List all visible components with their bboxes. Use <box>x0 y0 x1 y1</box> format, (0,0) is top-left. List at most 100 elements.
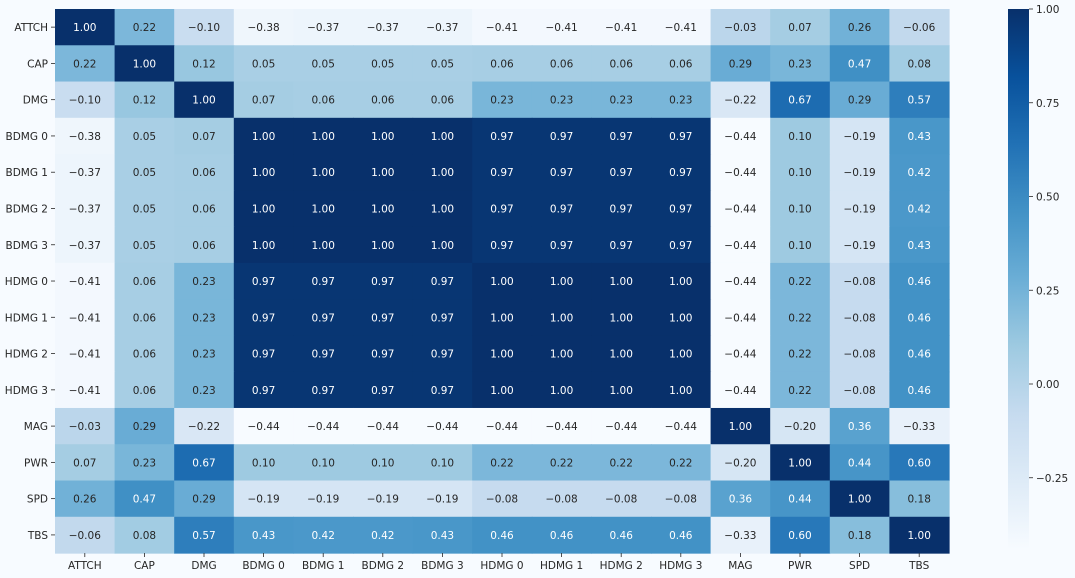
heatmap-cell <box>710 81 771 119</box>
heatmap-cell <box>114 407 175 445</box>
cell-value-label: 0.44 <box>848 457 872 469</box>
cell-value-label: 1.00 <box>133 58 156 70</box>
heatmap-cell <box>472 480 533 518</box>
heatmap-cell <box>55 335 116 373</box>
cell-value-label: 0.43 <box>908 131 931 143</box>
heatmap-cell <box>829 81 890 119</box>
cell-value-label: −0.19 <box>844 131 876 143</box>
heatmap-cell <box>114 335 175 373</box>
heatmap-cell <box>889 407 950 445</box>
cell-value-label: 0.23 <box>550 95 573 107</box>
heatmap-cell <box>472 407 533 445</box>
heatmap-cell <box>531 81 592 119</box>
cell-value-label: 0.97 <box>610 240 633 252</box>
cell-value-label: 0.97 <box>431 385 454 397</box>
heatmap-cell <box>114 299 175 337</box>
heatmap-cell <box>233 45 294 83</box>
cell-value-label: 0.06 <box>312 95 336 107</box>
y-tick-label: BDMG 1 <box>5 167 48 179</box>
cell-value-label: −0.37 <box>307 22 339 34</box>
heatmap-cell <box>353 226 414 264</box>
cell-value-label: 0.23 <box>490 95 513 107</box>
heatmap-cell <box>710 226 771 264</box>
cell-value-label: −0.44 <box>724 312 756 324</box>
heatmap-cell <box>174 226 235 264</box>
heatmap-cell <box>531 516 592 554</box>
heatmap-cell <box>651 407 712 445</box>
x-tick-label: HDMG 0 <box>480 560 523 572</box>
heatmap-cell <box>710 154 771 191</box>
heatmap-cell <box>233 226 294 264</box>
heatmap-cell <box>293 516 354 554</box>
cell-value-label: −0.41 <box>69 385 101 397</box>
cell-value-label: 0.22 <box>550 457 573 469</box>
cell-value-label: 1.00 <box>371 131 394 143</box>
cell-value-label: 0.46 <box>908 276 932 288</box>
heatmap-cell <box>353 480 414 518</box>
heatmap-cell <box>293 117 354 155</box>
cell-value-label: 1.00 <box>252 167 275 179</box>
heatmap-cell <box>531 190 592 228</box>
heatmap-cell <box>412 190 473 228</box>
cell-value-label: −0.44 <box>426 421 458 433</box>
cell-value-label: −0.06 <box>903 22 935 34</box>
heatmap-cell <box>770 117 831 155</box>
heatmap-cell <box>710 335 771 373</box>
cell-value-label: −0.19 <box>844 167 876 179</box>
heatmap-cell <box>889 516 950 554</box>
colorbar-tick-label: 0.00 <box>1036 379 1059 391</box>
cell-value-label: 1.00 <box>192 95 215 107</box>
x-tick-label: BDMG 1 <box>302 560 345 572</box>
cell-value-label: 0.46 <box>550 530 574 542</box>
cell-value-label: 1.00 <box>252 240 275 252</box>
cell-value-label: 1.00 <box>550 312 573 324</box>
heatmap-cell <box>531 226 592 264</box>
cell-value-label: 1.00 <box>371 203 394 215</box>
cell-value-label: −0.37 <box>69 203 101 215</box>
heatmap-cell <box>233 299 294 337</box>
cell-value-label: 0.23 <box>192 385 215 397</box>
heatmap-cell <box>591 226 652 264</box>
cell-value-label: 0.97 <box>312 312 335 324</box>
heatmap-cell <box>114 262 175 300</box>
heatmap-cell <box>233 371 294 409</box>
heatmap-cell <box>353 516 414 554</box>
x-tick-label: MAG <box>728 560 752 572</box>
heatmap-cell <box>412 371 473 409</box>
x-tick-label: SPD <box>849 560 870 572</box>
heatmap-cell <box>889 335 950 373</box>
y-axis-tick-labels: ATTCH CAP DMG BDMG 0 BDMG 1 BDMG 2 BDMG 3 HDMG … <box>5 22 55 542</box>
cell-value-label: −0.44 <box>367 421 399 433</box>
cell-value-label: 0.57 <box>908 95 931 107</box>
heatmap-cell <box>531 480 592 518</box>
cell-value-label: 0.06 <box>192 203 216 215</box>
cell-value-label: −0.44 <box>665 421 697 433</box>
cell-value-label: −0.20 <box>784 421 816 433</box>
cell-value-label: 0.23 <box>192 312 215 324</box>
cell-value-label: 1.00 <box>669 349 692 361</box>
heatmap-cell <box>412 154 473 191</box>
cell-value-label: 0.07 <box>192 131 215 143</box>
heatmap-cell <box>412 407 473 445</box>
heatmap-cell <box>114 45 175 83</box>
heatmap-cell <box>651 154 712 191</box>
heatmap-cell <box>55 154 116 191</box>
cell-value-label: 1.00 <box>252 131 275 143</box>
cell-value-label: −0.41 <box>69 349 101 361</box>
heatmap-cell <box>710 9 771 46</box>
cell-value-label: −0.44 <box>724 385 756 397</box>
cell-value-label: 0.60 <box>908 457 931 469</box>
heatmap-cell <box>233 154 294 191</box>
cell-value-label: −0.44 <box>546 421 578 433</box>
cell-value-label: 1.00 <box>312 240 335 252</box>
heatmap-cell <box>651 226 712 264</box>
cell-value-label: 0.22 <box>610 457 633 469</box>
x-tick-label: CAP <box>134 560 155 572</box>
cell-value-label: 1.00 <box>312 131 335 143</box>
heatmap-cell <box>174 154 235 191</box>
heatmap-cell <box>55 81 116 119</box>
cell-value-label: 0.44 <box>788 494 812 506</box>
heatmap-cell <box>889 480 950 518</box>
heatmap-cell <box>651 9 712 46</box>
heatmap-cell <box>591 444 652 482</box>
